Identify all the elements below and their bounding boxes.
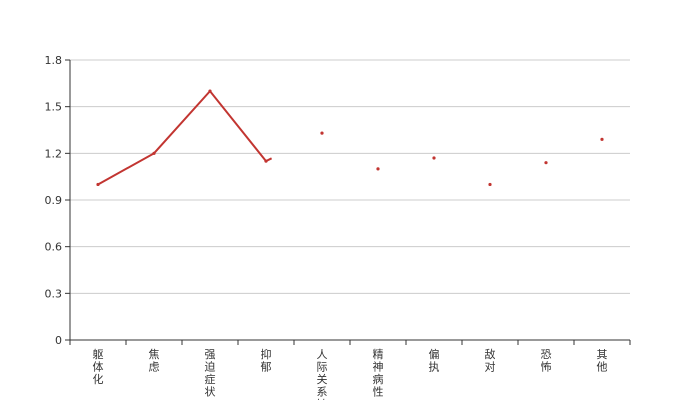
y-tick-label: 1.2 (45, 147, 63, 160)
y-tick-label: 0 (55, 334, 62, 347)
data-point (544, 161, 548, 165)
y-tick-label: 1.5 (45, 101, 63, 114)
x-tick-label: 精神病性 (373, 348, 384, 399)
x-axis: 躯体化 焦虑 强迫症状 抑郁 人际关系敏感 精神病性 偏执 敌对 恐怖 其他 (69, 339, 631, 404)
y-axis: 0 0.3 0.6 0.9 1.2 1.5 1.8 (45, 54, 71, 347)
x-tick-label: 其他 (597, 348, 608, 374)
x-tick-label: 恐怖 (541, 348, 552, 374)
y-tick-label: 0.3 (45, 287, 63, 300)
data-point (264, 159, 268, 163)
y-tick-label: 0.6 (45, 241, 63, 254)
grid-lines (70, 59, 630, 294)
data-point (600, 137, 604, 141)
series-line (97, 89, 273, 186)
data-point (488, 182, 492, 187)
data-point (320, 131, 324, 135)
data-point (152, 151, 156, 155)
x-tick-label: 焦虑 (149, 348, 160, 374)
y-tick-label: 0.9 (45, 194, 63, 207)
data-point (432, 156, 436, 160)
data-point (376, 167, 380, 171)
x-tick-label: 抑郁 (261, 347, 272, 374)
x-tick-label: 敌对 (485, 347, 496, 374)
data-point (208, 89, 212, 93)
x-tick-label: 强迫症状 (205, 348, 216, 399)
data-point (96, 182, 100, 187)
x-tick-label: 偏执 (429, 347, 440, 374)
y-tick-label: 1.8 (45, 54, 63, 67)
series (96, 89, 604, 187)
x-tick-label: 躯体化 (93, 348, 104, 386)
x-tick-label: 人际关系敏感 (317, 348, 328, 400)
